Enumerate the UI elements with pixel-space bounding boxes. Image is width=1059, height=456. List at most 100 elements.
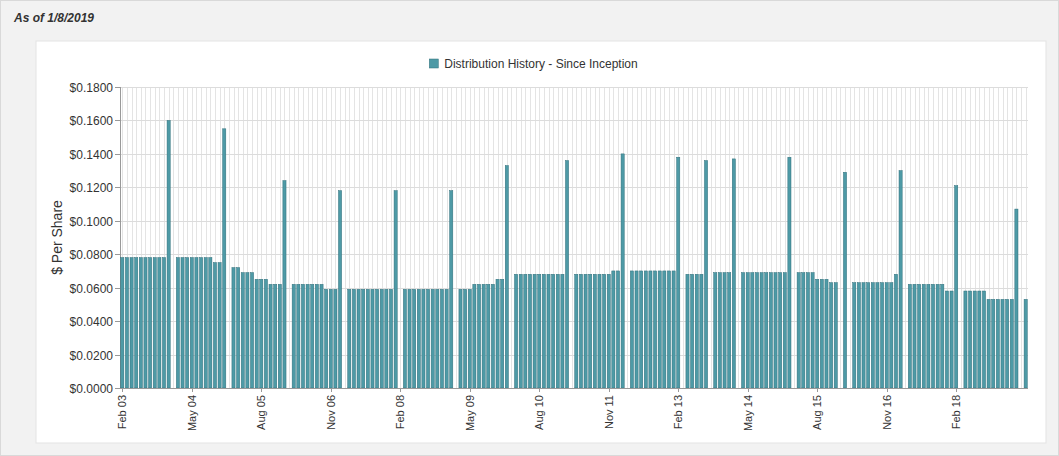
bar	[417, 289, 420, 388]
bar	[584, 274, 587, 388]
y-tick-label: $0.1400	[70, 148, 114, 162]
y-tick-label: $0.1200	[70, 181, 114, 195]
bar	[964, 291, 967, 388]
bar	[445, 289, 448, 388]
y-tick-label: $0.0600	[70, 282, 114, 296]
y-grid-line	[120, 221, 1028, 222]
chart-box	[36, 41, 1046, 443]
bar	[204, 258, 207, 388]
bar	[760, 273, 763, 388]
bar	[857, 283, 860, 388]
bar	[691, 274, 694, 388]
bar	[973, 291, 976, 388]
bar	[436, 289, 439, 388]
bar	[167, 120, 170, 388]
bar	[704, 161, 707, 388]
bar	[213, 263, 216, 388]
bar	[473, 284, 476, 388]
bar	[867, 283, 870, 388]
x-grid-line	[850, 87, 851, 388]
bar	[348, 289, 351, 388]
x-tick-label: Feb 03	[116, 395, 128, 429]
bar	[649, 271, 652, 388]
bar	[950, 291, 953, 388]
bar	[644, 271, 647, 388]
bar	[918, 284, 921, 388]
bar	[237, 268, 240, 388]
header: As of 1/8/2019	[13, 11, 94, 25]
bar	[561, 274, 564, 388]
x-tick-label: Feb 13	[672, 395, 684, 429]
bar	[621, 154, 624, 388]
x-grid-line	[229, 87, 230, 388]
y-tick	[115, 221, 120, 222]
bar	[593, 274, 596, 388]
bar	[931, 284, 934, 388]
x-axis-line	[120, 388, 1028, 389]
bar	[306, 284, 309, 388]
bar	[292, 284, 295, 388]
bar	[338, 191, 341, 388]
bar	[913, 284, 916, 388]
bar	[394, 191, 397, 388]
bar	[320, 284, 323, 388]
bar	[774, 273, 777, 388]
bar	[144, 258, 147, 388]
bar	[468, 289, 471, 388]
bar	[515, 274, 518, 388]
bar	[422, 289, 425, 388]
bar	[589, 274, 592, 388]
bar	[376, 289, 379, 388]
bar	[311, 284, 314, 388]
bar	[853, 283, 856, 388]
y-grid-line	[120, 187, 1028, 188]
bar	[501, 279, 504, 388]
bar	[797, 273, 800, 388]
bar	[440, 289, 443, 388]
bar	[871, 283, 874, 388]
bar	[565, 161, 568, 388]
bar	[538, 274, 541, 388]
bar	[269, 284, 272, 388]
bar	[505, 166, 508, 388]
bar	[362, 289, 365, 388]
bar	[640, 271, 643, 388]
bar	[1001, 299, 1004, 388]
bar	[1010, 299, 1013, 388]
bar	[408, 289, 411, 388]
x-grid-line	[572, 87, 573, 388]
bar	[352, 289, 355, 388]
bar	[718, 273, 721, 388]
bar	[987, 299, 990, 388]
bar	[876, 283, 879, 388]
x-grid-line	[345, 87, 346, 388]
bar	[746, 273, 749, 388]
chart-root: As of 1/8/2019$0.0000$0.0200$0.0400$0.06…	[0, 0, 1059, 456]
bar	[366, 289, 369, 388]
legend-swatch	[429, 59, 438, 68]
bar	[603, 274, 606, 388]
bar	[274, 284, 277, 388]
x-tick-label: Feb 08	[394, 395, 406, 429]
bar	[125, 258, 128, 388]
bar	[162, 258, 165, 388]
bar	[371, 289, 374, 388]
x-tick	[261, 388, 262, 392]
bar	[653, 271, 656, 388]
bar	[413, 289, 416, 388]
bar	[616, 271, 619, 388]
bar	[700, 274, 703, 388]
bar	[612, 271, 615, 388]
bar	[283, 181, 286, 388]
bar	[672, 271, 675, 388]
bar	[218, 263, 221, 388]
outer-panel	[1, 1, 1059, 456]
x-tick	[122, 388, 123, 392]
bar	[149, 258, 152, 388]
x-tick-label: May 04	[186, 395, 198, 431]
y-tick	[115, 388, 120, 389]
bar	[825, 279, 828, 388]
bar	[385, 289, 388, 388]
x-grid-line	[511, 87, 512, 388]
bar	[357, 289, 360, 388]
